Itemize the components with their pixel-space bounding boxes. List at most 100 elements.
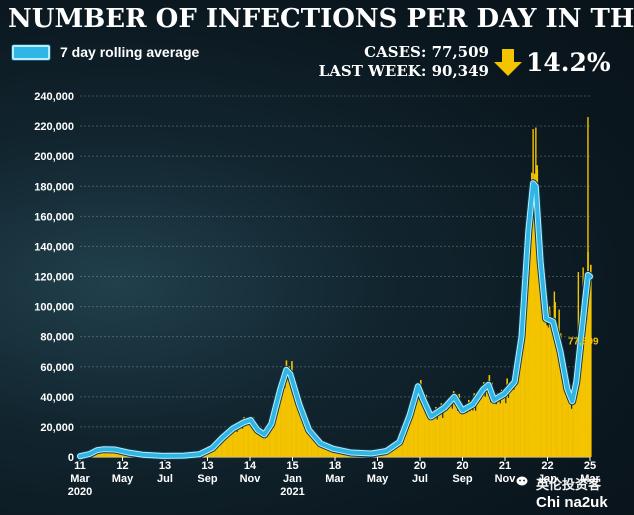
daily-bar: [432, 417, 434, 457]
latest-value-label: 77,509: [568, 336, 599, 347]
daily-bar: [544, 283, 547, 457]
daily-bar: [252, 417, 255, 457]
daily-bar: [254, 428, 256, 457]
daily-bar: [537, 264, 540, 457]
cases-last-week: LAST WEEK: 90,349: [318, 62, 489, 80]
daily-bar: [550, 321, 552, 457]
daily-bar: [472, 410, 474, 457]
daily-bar: [328, 447, 330, 457]
wechat-icon: [516, 476, 528, 486]
x-tick-day: 13: [201, 460, 213, 472]
daily-bar: [212, 447, 215, 457]
y-tick-label: 40,000: [40, 392, 74, 404]
daily-bar: [214, 445, 216, 457]
daily-bar: [396, 443, 399, 457]
daily-bar: [473, 393, 476, 457]
daily-bar: [467, 399, 470, 457]
daily-bar: [562, 360, 565, 457]
x-tick-day: 18: [329, 460, 341, 472]
daily-bar: [291, 361, 293, 457]
daily-bar: [101, 450, 104, 457]
daily-bar: [269, 431, 271, 457]
daily-bar: [551, 317, 554, 457]
daily-bar: [407, 417, 410, 457]
daily-bar: [489, 402, 492, 457]
daily-bar: [262, 432, 264, 457]
x-tick-month: Jan: [538, 473, 557, 485]
daily-bar: [222, 435, 225, 457]
daily-bar: [563, 365, 566, 457]
x-tick-month: Nov: [240, 473, 262, 485]
y-tick-label: 140,000: [34, 241, 74, 253]
daily-bar: [265, 434, 267, 457]
daily-bar: [420, 380, 422, 457]
daily-bar: [517, 370, 519, 457]
daily-bar: [478, 391, 481, 457]
daily-bar: [526, 234, 529, 457]
x-tick-day: 20: [456, 460, 468, 472]
daily-bar: [559, 333, 562, 457]
daily-bar: [266, 431, 269, 457]
legend: 7 day rolling average: [12, 44, 199, 60]
y-tick-label: 80,000: [40, 332, 74, 344]
daily-bar: [466, 412, 469, 457]
watermark-sub: Chi na2uk: [536, 494, 608, 511]
x-tick-month: Mar: [580, 473, 600, 485]
daily-bar: [304, 422, 307, 457]
daily-bar: [228, 430, 230, 457]
daily-bar: [321, 442, 323, 457]
daily-bar: [417, 386, 419, 457]
daily-bar: [324, 442, 326, 457]
daily-bar: [568, 393, 570, 457]
daily-bar: [297, 402, 300, 457]
daily-bar: [566, 386, 569, 457]
daily-bar: [278, 394, 281, 457]
x-tick-month: Jan: [283, 473, 302, 485]
daily-bar: [546, 325, 548, 457]
daily-bar: [295, 391, 297, 457]
daily-bar: [480, 398, 482, 457]
daily-bar: [273, 410, 275, 457]
daily-bar: [457, 410, 459, 457]
daily-bar: [446, 405, 448, 457]
chart-title: NUMBER OF INFECTIONS PER DAY IN THE UK: [8, 4, 634, 34]
daily-bar: [450, 397, 452, 457]
daily-bar: [288, 366, 290, 457]
y-tick-label: 100,000: [34, 302, 74, 314]
daily-bar: [319, 443, 322, 457]
daily-bar: [492, 399, 495, 457]
daily-bar: [496, 392, 499, 457]
daily-bar: [528, 261, 530, 457]
x-tick-day: 21: [499, 460, 511, 472]
y-tick-label: 120,000: [34, 272, 74, 284]
daily-bar: [514, 384, 517, 457]
daily-bar: [271, 423, 274, 457]
daily-bar: [422, 394, 425, 457]
watermark-text: 英伦投资客: [536, 477, 602, 492]
daily-bar: [481, 390, 484, 457]
x-tick-year: 2020: [68, 486, 92, 498]
daily-bar: [211, 449, 214, 457]
daily-bar: [229, 430, 232, 457]
daily-bar: [506, 378, 508, 457]
daily-bar: [274, 419, 277, 457]
x-tick-year: 2021: [280, 486, 304, 498]
y-tick-label: 20,000: [40, 422, 74, 434]
x-tick-month: Nov: [495, 473, 517, 485]
daily-bar: [540, 276, 543, 457]
daily-bar: [557, 330, 559, 457]
daily-bar: [303, 413, 306, 457]
daily-bar: [533, 173, 536, 457]
y-tick-label: 180,000: [34, 181, 74, 193]
daily-bar: [270, 422, 273, 457]
daily-bar: [110, 449, 112, 457]
daily-bar: [498, 396, 500, 457]
daily-bar: [223, 437, 226, 457]
daily-bar: [311, 431, 314, 457]
x-tick-month: Mar: [325, 473, 345, 485]
daily-bar: [465, 410, 467, 457]
legend-swatch: [12, 44, 50, 60]
daily-bar: [277, 401, 280, 457]
daily-bar: [104, 449, 107, 457]
daily-bar: [522, 341, 525, 457]
